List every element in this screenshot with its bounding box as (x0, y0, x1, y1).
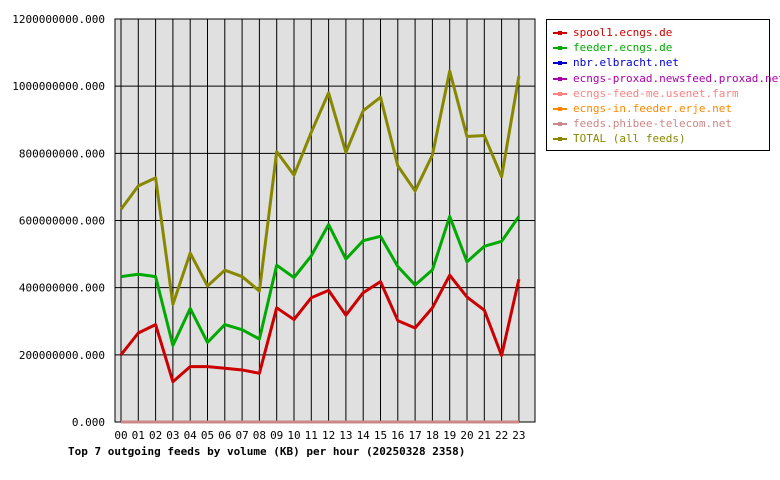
x-tick-label: 06 (218, 429, 231, 442)
legend-swatch (553, 107, 567, 111)
x-tick-label: 16 (391, 429, 404, 442)
legend-swatch (553, 46, 567, 51)
legend-label: feeds.phibee-telecom.net (573, 117, 732, 131)
series-line (120, 214, 521, 347)
legend-marker (558, 107, 562, 111)
legend-swatch (553, 76, 567, 81)
x-tick-label: 10 (287, 429, 300, 442)
x-tick-label: 13 (339, 429, 352, 442)
x-tick-label: 05 (201, 429, 214, 442)
y-tick-label: 200000000.000 (19, 349, 105, 362)
legend-label: nbr.elbracht.net (573, 56, 679, 70)
x-tick-label: 00 (114, 429, 127, 442)
x-tick-label: 02 (149, 429, 162, 442)
legend-marker (558, 61, 562, 66)
x-tick-label: 04 (184, 429, 198, 442)
legend-label: ecngs-feed-me.usenet.farm (573, 86, 739, 100)
series-line (119, 273, 521, 384)
x-tick-label: 03 (166, 429, 179, 442)
legend-label: feeder.ecngs.de (573, 41, 673, 55)
legend-swatch (553, 61, 567, 66)
y-tick-label: 400000000.000 (19, 282, 105, 295)
x-tick-label: 11 (305, 429, 318, 442)
legend-item: feeder.ecngs.de (547, 40, 771, 55)
x-tick-label: 21 (478, 429, 491, 442)
legend-swatch (553, 137, 567, 142)
y-tick-label: 1000000000.000 (12, 80, 105, 93)
x-tick-label: 12 (322, 429, 335, 442)
chart-title: Top 7 outgoing feeds by volume (KB) per … (68, 445, 466, 458)
legend-marker (558, 31, 562, 35)
y-tick-label: 1200000000.000 (12, 13, 105, 26)
legend-item: TOTAL (all feeds) (547, 131, 771, 146)
legend-swatch (553, 31, 567, 35)
y-axis-ticks: 0.000 200000000.000 400000000.000 600000000… (12, 13, 105, 429)
legend-label: ecngs-proxad.newsfeed.proxad.net (573, 71, 780, 85)
x-tick-label: 18 (426, 429, 439, 442)
x-tick-label: 09 (270, 429, 283, 442)
y-tick-label: 600000000.000 (19, 215, 105, 228)
legend-marker (558, 137, 562, 142)
y-tick-label: 0.000 (72, 416, 105, 429)
y-tick-label: 800000000.000 (19, 147, 105, 160)
legend-label: TOTAL (all feeds) (573, 132, 686, 146)
x-tick-label: 01 (132, 429, 145, 442)
x-tick-label: 19 (443, 429, 456, 442)
x-tick-label: 08 (253, 429, 266, 442)
x-axis-ticks: 00 01 02 03 04 05 06 07 08 09 10 11 12 13 14 15 16 17 18 19… (114, 429, 525, 442)
legend-item: ecngs-feed-me.usenet.farm (547, 86, 771, 101)
series-lines (119, 69, 521, 424)
legend-item: ecngs-in.feeder.erje.net (547, 101, 771, 116)
legend-marker (558, 122, 562, 127)
x-tick-label: 07 (235, 429, 248, 442)
legend-item: ecngs-proxad.newsfeed.proxad.net (547, 71, 780, 86)
x-tick-label: 22 (495, 429, 508, 442)
legend-marker (558, 46, 562, 51)
x-tick-label: 15 (374, 429, 387, 442)
legend-swatch (553, 122, 567, 127)
legend-swatch (553, 91, 567, 96)
legend-label: ecngs-in.feeder.erje.net (573, 102, 732, 115)
x-tick-label: 20 (460, 429, 473, 442)
x-tick-label: 14 (357, 429, 371, 442)
legend-label: spool1.ecngs.de (573, 26, 673, 39)
legend: spool1.ecngs.de feeder.ecngs.de nbr.elbrac… (546, 19, 780, 151)
legend-item: nbr.elbracht.net (547, 55, 771, 70)
legend-item: spool1.ecngs.de (547, 25, 771, 40)
series-line (119, 69, 521, 306)
legend-marker (558, 91, 562, 96)
legend-item: feeds.phibee-telecom.net (547, 116, 771, 131)
legend-marker (558, 76, 562, 81)
x-tick-label: 17 (408, 429, 421, 442)
x-tick-label: 23 (512, 429, 525, 442)
